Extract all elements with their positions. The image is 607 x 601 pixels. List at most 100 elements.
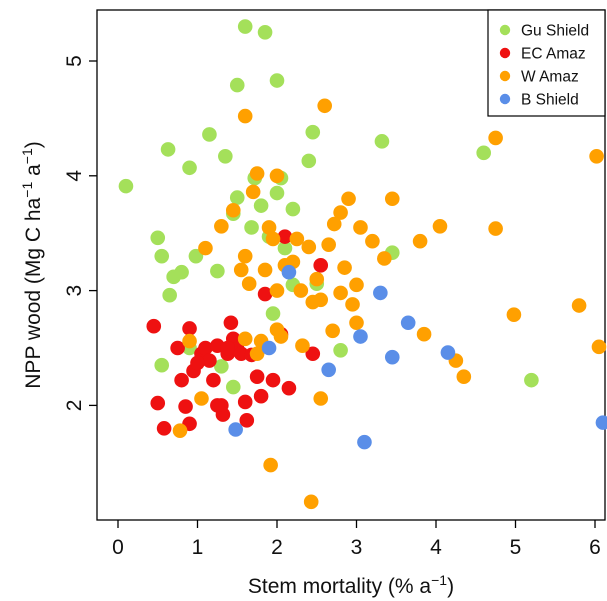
x-tick-label: 0	[112, 536, 124, 559]
point-gu-shield	[210, 263, 225, 279]
point-w-amaz	[293, 283, 309, 298]
point-w-amaz	[233, 262, 249, 278]
point-w-amaz	[313, 292, 329, 308]
legend-marker-gu-shield	[499, 24, 511, 36]
legend-label-w-amaz: W Amaz	[521, 69, 579, 86]
point-ec-amaz	[150, 395, 166, 411]
data-points	[118, 19, 607, 510]
point-ec-amaz	[313, 258, 329, 273]
point-w-amaz	[325, 323, 340, 339]
point-ec-amaz	[174, 372, 189, 388]
point-ec-amaz	[281, 380, 297, 396]
point-w-amaz	[214, 219, 229, 234]
point-w-amaz	[349, 277, 364, 293]
legend-label-ec-amaz: EC Amaz	[521, 46, 586, 63]
point-w-amaz	[412, 233, 428, 249]
legend-label-b-shield: B Shield	[521, 92, 579, 109]
point-ec-amaz	[210, 398, 225, 413]
y-axis: 2 3 4 5	[63, 55, 97, 411]
x-tick-label: 1	[192, 536, 204, 559]
point-w-amaz	[333, 285, 348, 301]
point-w-amaz	[488, 221, 503, 236]
point-w-amaz	[273, 329, 289, 344]
point-b-shield	[321, 362, 336, 378]
point-gu-shield	[257, 25, 273, 40]
point-w-amaz	[456, 369, 472, 385]
point-b-shield	[281, 264, 297, 280]
point-gu-shield	[118, 178, 134, 194]
point-w-amaz	[432, 219, 448, 234]
point-ec-amaz	[178, 399, 193, 414]
point-gu-shield	[269, 185, 285, 201]
x-tick-label: 3	[351, 536, 363, 559]
point-w-amaz	[269, 168, 285, 184]
point-w-amaz	[317, 98, 333, 114]
legend-label-gu-shield: Gu Shield	[521, 23, 589, 40]
point-ec-amaz	[182, 321, 197, 336]
point-w-amaz	[261, 220, 277, 235]
point-gu-shield	[374, 134, 390, 149]
point-w-amaz	[365, 233, 380, 249]
point-ec-amaz	[146, 318, 162, 334]
y-axis-title: NPP wood (Mg C ha−1 a−1)	[19, 141, 45, 388]
point-ec-amaz	[223, 315, 239, 331]
point-ec-amaz	[170, 340, 185, 356]
point-w-amaz	[265, 231, 281, 247]
point-b-shield	[400, 315, 416, 331]
point-ec-amaz	[198, 340, 213, 356]
y-tick-label: 3	[63, 285, 86, 297]
point-w-amaz	[309, 271, 325, 287]
point-w-amaz	[345, 297, 360, 312]
point-ec-amaz	[156, 421, 172, 436]
point-b-shield	[261, 340, 277, 356]
point-gu-shield	[182, 160, 197, 176]
point-w-amaz	[349, 315, 364, 331]
point-w-amaz	[416, 326, 432, 342]
point-w-amaz	[237, 248, 253, 264]
y-tick-label: 4	[63, 170, 86, 182]
point-ec-amaz	[265, 372, 281, 388]
point-gu-shield	[301, 153, 317, 169]
point-ec-amaz	[305, 346, 321, 362]
point-w-amaz	[321, 237, 336, 252]
point-ec-amaz	[249, 369, 265, 385]
point-w-amaz	[326, 216, 342, 232]
point-b-shield	[384, 349, 400, 365]
point-ec-amaz	[206, 372, 221, 388]
point-gu-shield	[285, 201, 301, 217]
point-b-shield	[228, 422, 243, 437]
point-b-shield	[373, 285, 388, 301]
point-ec-amaz	[277, 229, 293, 244]
point-w-amaz	[591, 339, 607, 355]
point-gu-shield	[265, 306, 281, 321]
point-ec-amaz	[220, 340, 236, 356]
point-w-amaz	[249, 166, 265, 181]
point-w-amaz	[589, 148, 604, 164]
point-b-shield	[353, 329, 368, 344]
point-gu-shield	[218, 148, 233, 164]
point-b-shield	[595, 415, 607, 430]
point-gu-shield	[253, 198, 269, 213]
x-axis: 0 1 2 3 4 5 6	[112, 520, 601, 559]
point-ec-amaz	[253, 388, 269, 404]
point-w-amaz	[257, 262, 273, 278]
point-gu-shield	[229, 77, 245, 93]
legend-marker-ec-amaz	[499, 47, 511, 59]
x-tick-label: 2	[271, 536, 283, 559]
point-gu-shield	[524, 372, 539, 388]
point-ec-amaz	[239, 413, 255, 428]
point-ec-amaz	[202, 353, 217, 368]
point-w-amaz	[384, 191, 400, 207]
point-w-amaz	[237, 108, 253, 124]
point-w-amaz	[182, 333, 197, 349]
point-w-amaz	[337, 260, 352, 275]
point-w-amaz	[249, 346, 265, 362]
point-w-amaz	[506, 307, 522, 323]
x-tick-label: 6	[589, 536, 601, 559]
point-gu-shield	[188, 248, 204, 264]
point-w-amaz	[269, 283, 285, 298]
point-b-shield	[357, 434, 372, 450]
point-w-amaz	[295, 338, 310, 354]
point-w-amaz	[263, 457, 278, 473]
